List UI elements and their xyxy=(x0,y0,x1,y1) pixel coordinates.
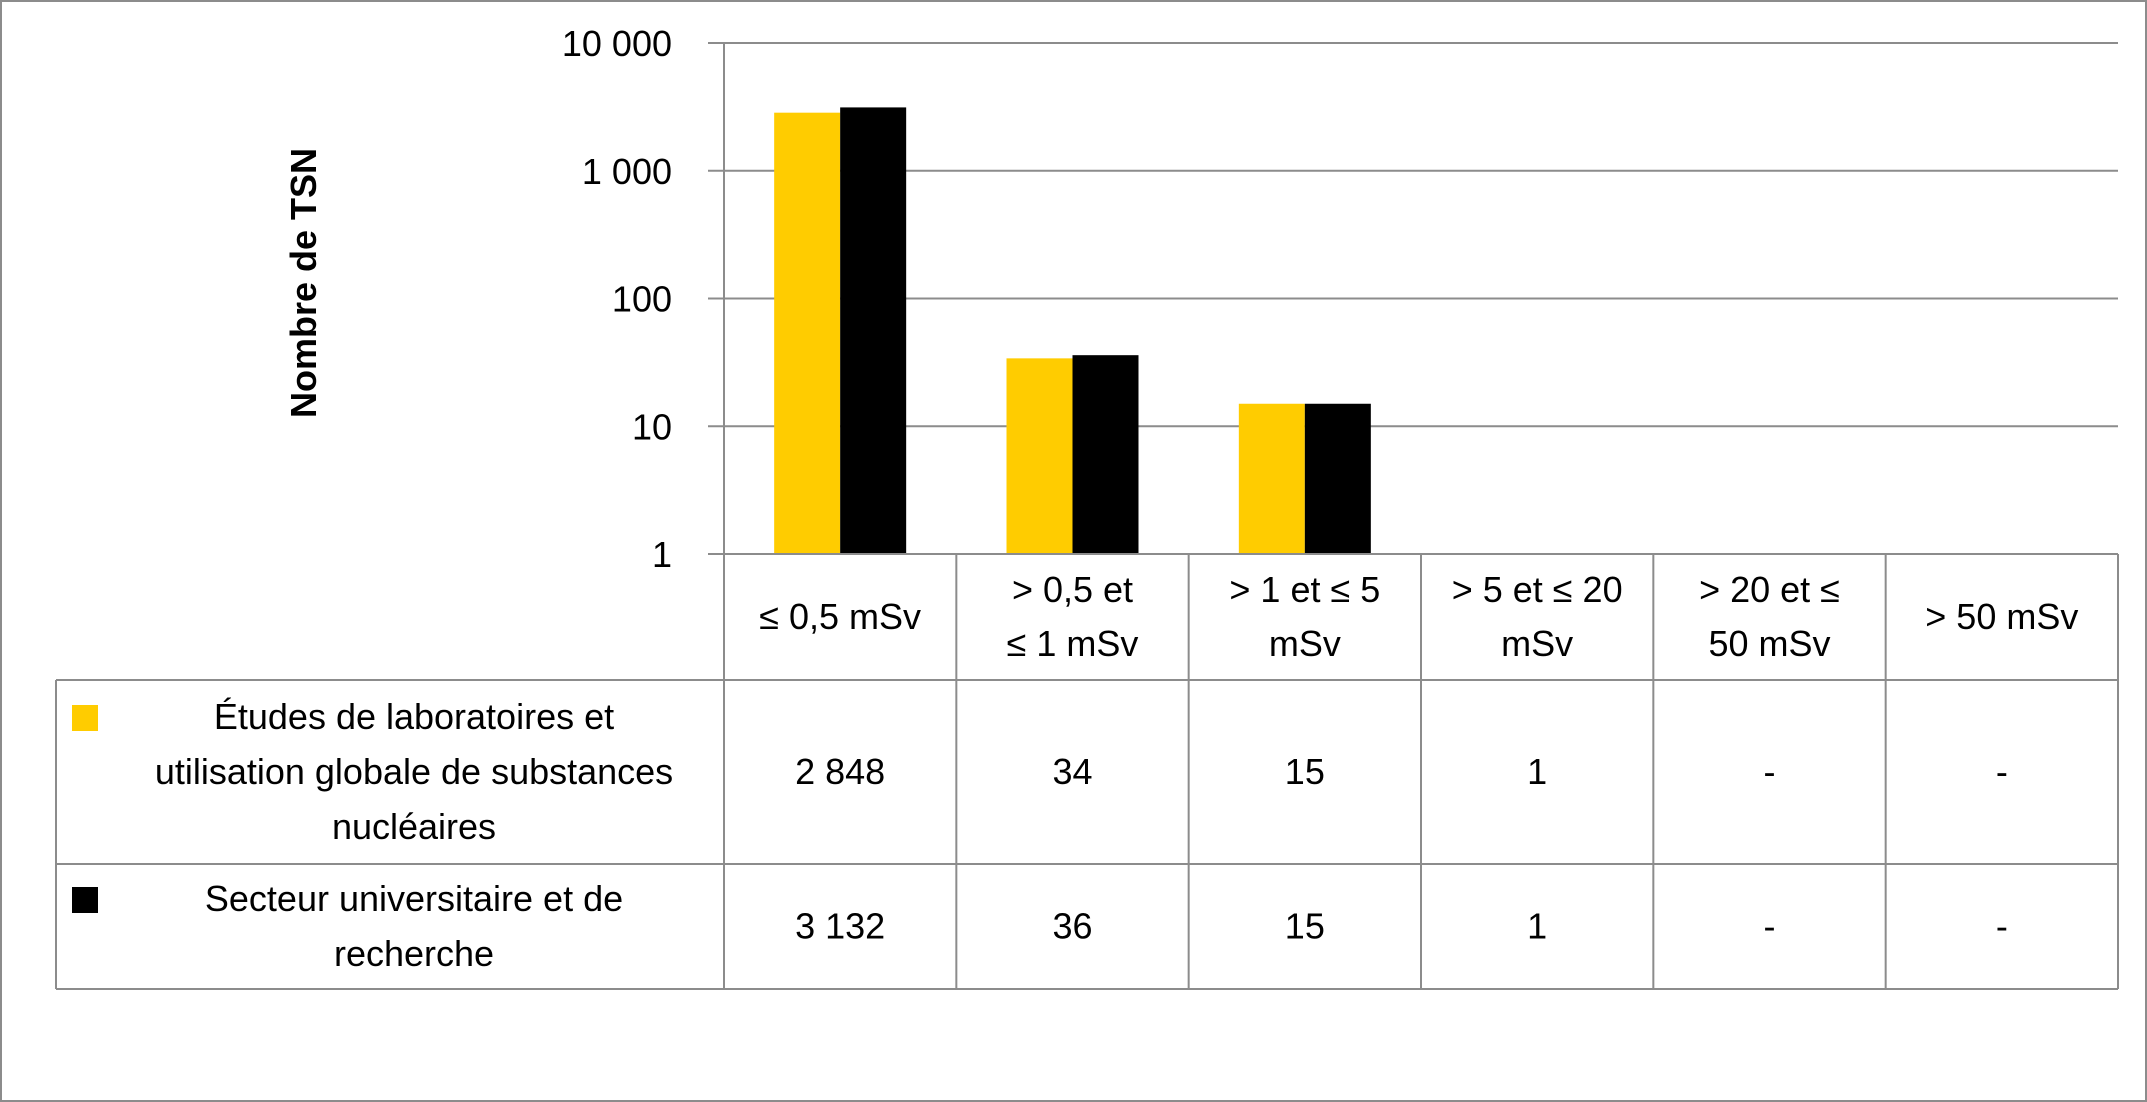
legend-swatch xyxy=(72,887,98,913)
y-tick-label: 10 000 xyxy=(562,23,672,64)
data-label: - xyxy=(1764,906,1776,947)
bar xyxy=(1304,403,1371,554)
x-category-label: > 0,5 et ≤ 1 mSv xyxy=(1007,569,1139,664)
data-label: - xyxy=(1764,751,1776,792)
data-label: 3 132 xyxy=(795,906,885,947)
x-category-label: > 20 et ≤50 mSv xyxy=(1699,569,1840,664)
bars xyxy=(774,107,1371,555)
y-axis-label: Nombre de TSN xyxy=(283,148,324,418)
y-tick-label: 1 000 xyxy=(582,151,672,192)
y-tick-label: 1 xyxy=(652,534,672,575)
legend-entry: Études de laboratoires et utilisation glo… xyxy=(155,696,673,847)
legend-swatch xyxy=(72,705,98,731)
data-label: 2 848 xyxy=(795,751,885,792)
x-category-label: ≤ 0,5 mSv xyxy=(759,596,921,637)
data-table: ≤ 0,5 mSv > 0,5 et ≤ 1 mSv > 1 et ≤ 5 mSv > 5… xyxy=(55,553,2119,990)
gridlines xyxy=(708,42,2118,555)
data-label: 15 xyxy=(1285,751,1325,792)
y-tick-label: 100 xyxy=(612,279,672,320)
data-label: 1 xyxy=(1527,906,1547,947)
data-label: 34 xyxy=(1052,751,1092,792)
legend-entry: Secteur universitaire et de recherche xyxy=(205,878,623,974)
y-axis-tick-labels: 1 10 100 1 000 10 000 xyxy=(562,23,672,575)
bar xyxy=(1006,358,1073,554)
bar xyxy=(774,112,841,554)
bar xyxy=(1072,355,1139,554)
data-label: - xyxy=(1996,906,2008,947)
x-category-label: > 1 et ≤ 5 mSv xyxy=(1229,569,1380,664)
data-label: 36 xyxy=(1052,906,1092,947)
x-category-label: > 50 mSv xyxy=(1925,596,2078,637)
data-label: 1 xyxy=(1527,751,1547,792)
bar xyxy=(1238,403,1305,554)
x-category-label: > 5 et ≤ 20 mSv xyxy=(1452,569,1623,664)
y-tick-label: 10 xyxy=(632,406,672,447)
bar xyxy=(840,107,907,555)
data-label: 15 xyxy=(1285,906,1325,947)
data-label: - xyxy=(1996,751,2008,792)
